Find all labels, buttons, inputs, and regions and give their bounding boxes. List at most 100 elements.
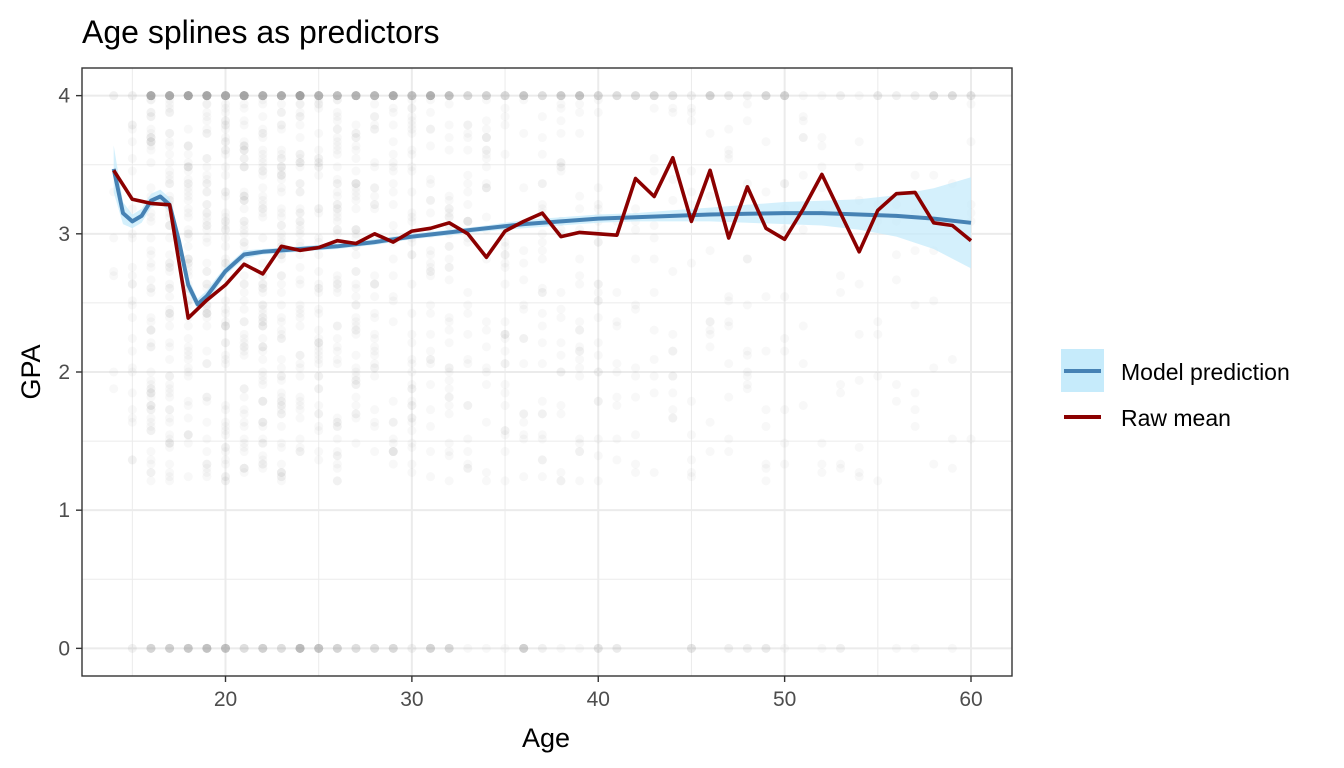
scatter-point xyxy=(649,91,659,101)
scatter-point xyxy=(426,258,436,268)
scatter-point xyxy=(631,91,641,101)
scatter-point xyxy=(593,204,603,214)
scatter-point xyxy=(444,400,454,410)
scatter-point xyxy=(761,405,771,415)
scatter-point xyxy=(444,409,454,419)
scatter-point xyxy=(295,91,305,101)
scatter-point xyxy=(780,91,790,101)
scatter-point xyxy=(444,145,454,155)
scatter-point xyxy=(109,233,119,243)
scatter-point xyxy=(332,421,342,431)
scatter-point xyxy=(183,430,193,440)
scatter-point xyxy=(575,91,585,101)
scatter-point xyxy=(370,447,380,457)
scatter-point xyxy=(612,455,622,465)
scatter-point xyxy=(127,233,137,243)
scatter-point xyxy=(314,95,324,105)
scatter-point xyxy=(370,112,380,122)
scatter-point xyxy=(202,216,212,226)
scatter-point xyxy=(836,91,846,101)
scatter-point xyxy=(556,91,566,101)
scatter-point xyxy=(165,338,175,348)
scatter-point xyxy=(276,643,286,653)
scatter-point xyxy=(370,91,380,101)
scatter-point xyxy=(239,346,249,356)
scatter-point xyxy=(314,153,324,163)
scatter-point xyxy=(202,220,212,230)
scatter-point xyxy=(221,643,231,653)
scatter-point xyxy=(556,158,566,168)
scatter-point xyxy=(258,300,268,310)
scatter-point xyxy=(519,359,529,369)
scatter-point xyxy=(742,643,752,653)
scatter-point xyxy=(295,158,305,168)
scatter-point xyxy=(705,447,715,457)
scatter-point xyxy=(370,91,380,101)
scatter-point xyxy=(295,321,305,331)
scatter-point xyxy=(276,472,286,482)
scatter-point xyxy=(221,116,231,126)
scatter-point xyxy=(146,91,156,101)
scatter-point xyxy=(332,354,342,364)
scatter-point xyxy=(742,254,752,264)
scatter-point xyxy=(407,124,417,134)
scatter-point xyxy=(537,283,547,293)
scatter-point xyxy=(276,124,286,134)
scatter-point xyxy=(724,317,734,327)
scatter-point xyxy=(593,350,603,360)
scatter-point xyxy=(183,141,193,151)
scatter-point xyxy=(575,91,585,101)
scatter-point xyxy=(668,413,678,423)
scatter-point xyxy=(295,91,305,101)
scatter-point xyxy=(202,467,212,477)
scatter-point xyxy=(127,388,137,398)
scatter-point xyxy=(239,279,249,289)
scatter-point xyxy=(239,216,249,226)
scatter-point xyxy=(239,195,249,205)
scatter-point xyxy=(276,208,286,218)
scatter-point xyxy=(202,643,212,653)
scatter-point xyxy=(426,91,436,101)
scatter-point xyxy=(556,313,566,323)
scatter-point xyxy=(854,375,864,385)
scatter-point xyxy=(351,233,361,243)
scatter-point xyxy=(295,91,305,101)
scatter-point xyxy=(332,95,342,105)
scatter-point xyxy=(314,158,324,168)
scatter-point xyxy=(202,91,212,101)
scatter-point xyxy=(388,91,398,101)
scatter-point xyxy=(276,313,286,323)
scatter-point xyxy=(239,191,249,201)
scatter-point xyxy=(426,91,436,101)
scatter-point xyxy=(351,91,361,101)
y-tick-label: 1 xyxy=(58,499,70,522)
scatter-point xyxy=(183,334,193,344)
scatter-point xyxy=(295,153,305,163)
scatter-point xyxy=(724,292,734,302)
scatter-point xyxy=(183,91,193,101)
scatter-point xyxy=(295,162,305,172)
scatter-point xyxy=(556,91,566,101)
scatter-point xyxy=(407,166,417,176)
scatter-point xyxy=(221,233,231,243)
scatter-point xyxy=(668,91,678,101)
scatter-point xyxy=(388,292,398,302)
scatter-point xyxy=(127,91,137,101)
scatter-point xyxy=(444,91,454,101)
scatter-point xyxy=(351,91,361,101)
scatter-point xyxy=(742,179,752,189)
scatter-point xyxy=(258,166,268,176)
scatter-point xyxy=(370,91,380,101)
scatter-point xyxy=(519,275,529,285)
scatter-point xyxy=(593,91,603,101)
scatter-point xyxy=(295,413,305,423)
scatter-point xyxy=(276,271,286,281)
scatter-point xyxy=(165,262,175,272)
scatter-point xyxy=(276,396,286,406)
scatter-point xyxy=(202,91,212,101)
scatter-point xyxy=(836,271,846,281)
scatter-point xyxy=(295,112,305,122)
scatter-point xyxy=(165,438,175,448)
scatter-point xyxy=(500,149,510,159)
scatter-point xyxy=(407,128,417,138)
